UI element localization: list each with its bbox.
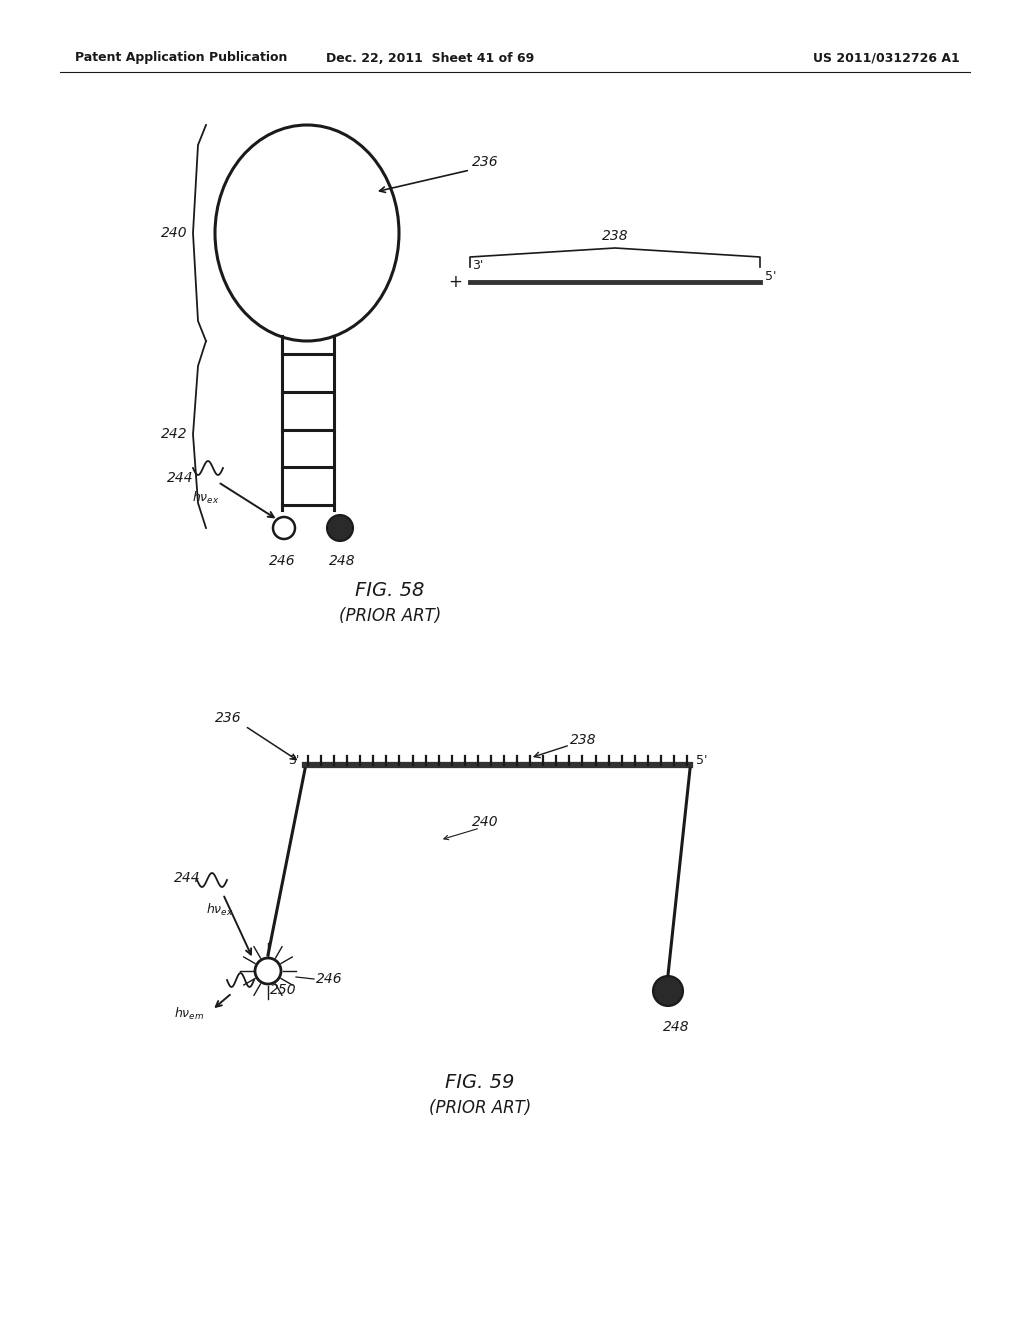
Text: $h\nu_{em}$: $h\nu_{em}$ — [174, 1006, 204, 1022]
Text: 3': 3' — [472, 259, 483, 272]
Circle shape — [255, 958, 281, 983]
Text: US 2011/0312726 A1: US 2011/0312726 A1 — [813, 51, 961, 65]
Text: 240: 240 — [161, 226, 187, 240]
Text: 242: 242 — [161, 428, 187, 441]
Text: 246: 246 — [316, 972, 343, 986]
Text: 248: 248 — [329, 554, 355, 568]
Text: 238: 238 — [570, 733, 597, 747]
Circle shape — [273, 517, 295, 539]
Text: $h\nu_{ex}$: $h\nu_{ex}$ — [193, 490, 220, 506]
Text: 240: 240 — [472, 814, 499, 829]
Text: $h\nu_{ex}$: $h\nu_{ex}$ — [206, 902, 233, 919]
Text: 5': 5' — [696, 754, 708, 767]
Text: 246: 246 — [268, 554, 295, 568]
Text: 250: 250 — [270, 983, 297, 997]
Text: 244: 244 — [167, 471, 194, 484]
Text: 3': 3' — [288, 754, 299, 767]
Text: (PRIOR ART): (PRIOR ART) — [429, 1100, 531, 1117]
Circle shape — [327, 515, 353, 541]
Text: FIG. 59: FIG. 59 — [445, 1072, 515, 1092]
Text: Patent Application Publication: Patent Application Publication — [75, 51, 288, 65]
Text: 248: 248 — [663, 1020, 689, 1034]
Text: 236: 236 — [472, 154, 499, 169]
Text: 5': 5' — [765, 269, 776, 282]
Text: (PRIOR ART): (PRIOR ART) — [339, 607, 441, 624]
Circle shape — [653, 975, 683, 1006]
Text: Dec. 22, 2011  Sheet 41 of 69: Dec. 22, 2011 Sheet 41 of 69 — [326, 51, 535, 65]
Text: +: + — [449, 273, 462, 290]
Text: 244: 244 — [174, 871, 201, 884]
Text: 236: 236 — [215, 711, 242, 725]
Text: FIG. 58: FIG. 58 — [355, 581, 425, 599]
Text: 238: 238 — [602, 228, 629, 243]
